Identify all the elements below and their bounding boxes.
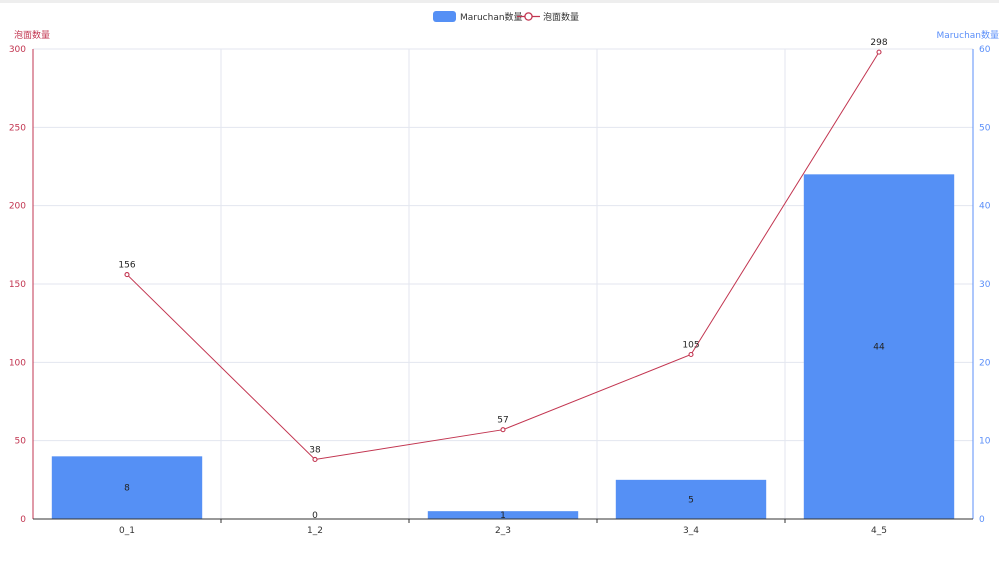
- left-tick-label: 250: [9, 123, 26, 133]
- bar-value-label: 1: [500, 511, 506, 521]
- bar-value-label: 8: [124, 484, 130, 494]
- left-tick-label: 150: [9, 280, 26, 290]
- legend-line-marker[interactable]: [524, 12, 533, 21]
- right-tick-label: 40: [979, 202, 991, 212]
- legend-bar-label[interactable]: Maruchan数量: [460, 11, 523, 23]
- line-point: [876, 49, 882, 55]
- left-tick-label: 0: [20, 515, 26, 525]
- line-value-label: 105: [682, 341, 699, 351]
- right-tick-label: 0: [979, 515, 985, 525]
- bar-value-label: 44: [873, 343, 885, 353]
- top-border: [0, 0, 999, 3]
- bar: [51, 456, 203, 519]
- line-path: [126, 51, 880, 460]
- right-tick-label: 60: [979, 45, 991, 55]
- bar-series: 8 0 1 5 44: [51, 174, 955, 521]
- line-point: [312, 456, 318, 463]
- legend[interactable]: Maruchan数量 泡面数量: [433, 11, 579, 23]
- right-tick-label: 50: [979, 123, 991, 133]
- bar: [615, 479, 767, 519]
- line-value-label: 38: [309, 445, 321, 455]
- right-tick-label: 30: [979, 280, 991, 290]
- bar: [427, 511, 579, 519]
- x-tick-label: 0_1: [119, 526, 135, 536]
- x-tick-label: 3_4: [683, 526, 699, 536]
- legend-bar-swatch[interactable]: [433, 11, 456, 22]
- left-tick-label: 300: [9, 45, 26, 55]
- legend-line-label[interactable]: 泡面数量: [543, 11, 579, 23]
- left-axis-title: 泡面数量: [14, 29, 50, 41]
- x-tick-label: 2_3: [495, 526, 511, 536]
- line-point: [688, 351, 694, 358]
- right-tick-label: 20: [979, 358, 991, 368]
- bar-value-label: 0: [312, 511, 318, 521]
- line-point: [124, 272, 130, 278]
- x-tick-label: 4_5: [871, 526, 887, 536]
- left-tick-label: 200: [9, 202, 26, 212]
- line-series: 156 38 57 105 298: [118, 38, 888, 463]
- line-point: [500, 427, 506, 433]
- left-tick-label: 100: [9, 358, 26, 368]
- left-tick-label: 50: [15, 437, 27, 447]
- x-tick-label: 1_2: [307, 526, 323, 536]
- line-value-label: 57: [497, 416, 508, 426]
- right-tick-label: 10: [979, 437, 991, 447]
- bar: [803, 174, 955, 520]
- line-value-label: 156: [118, 261, 135, 271]
- right-axis-title: Maruchan数量: [936, 29, 999, 41]
- line-value-label: 298: [870, 38, 887, 48]
- bar-value-label: 5: [688, 495, 694, 505]
